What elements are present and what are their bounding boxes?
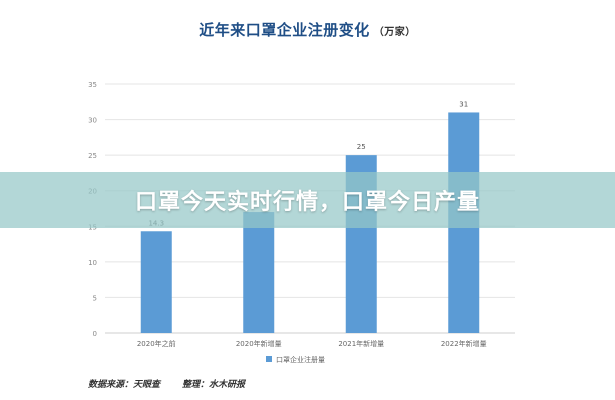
y-tick-label: 35: [88, 81, 97, 89]
x-tick-label: 2020年新增量: [236, 339, 282, 348]
y-tick-label: 10: [88, 259, 97, 267]
y-tick-label: 0: [93, 330, 97, 338]
x-tick-label: 2021年新增量: [338, 339, 384, 348]
legend: 口罩企业注册量: [266, 355, 325, 364]
x-tick-labels: 2020年之前 2020年新增量 2021年新增量 2022年新增量: [137, 339, 487, 348]
x-tick-label: 2020年之前: [137, 339, 176, 348]
footer-editor: 整理：水木研报: [182, 380, 246, 390]
overlay-banner: 口罩今天实时行情，口罩今日产量: [0, 172, 615, 228]
chart-title: 近年来口罩企业注册变化 （万家）: [0, 19, 615, 40]
chart-title-text: 近年来口罩企业注册变化: [199, 21, 370, 39]
legend-swatch: [266, 356, 272, 362]
x-tick-label: 2022年新增量: [441, 339, 487, 348]
data-label: 31: [459, 100, 468, 108]
y-tick-label: 25: [88, 152, 97, 160]
banner-text: 口罩今天实时行情，口罩今日产量: [134, 190, 480, 215]
y-tick-label: 30: [88, 117, 97, 125]
footer: 数据来源：天眼查 整理：水木研报: [88, 377, 245, 390]
legend-label: 口罩企业注册量: [276, 355, 325, 364]
bar: [140, 231, 172, 333]
chart-unit: （万家）: [373, 27, 416, 38]
bar: [243, 212, 275, 333]
y-tick-label: 5: [93, 294, 97, 302]
data-label: 25: [357, 143, 366, 151]
footer-source: 数据来源：天眼查: [88, 380, 161, 390]
